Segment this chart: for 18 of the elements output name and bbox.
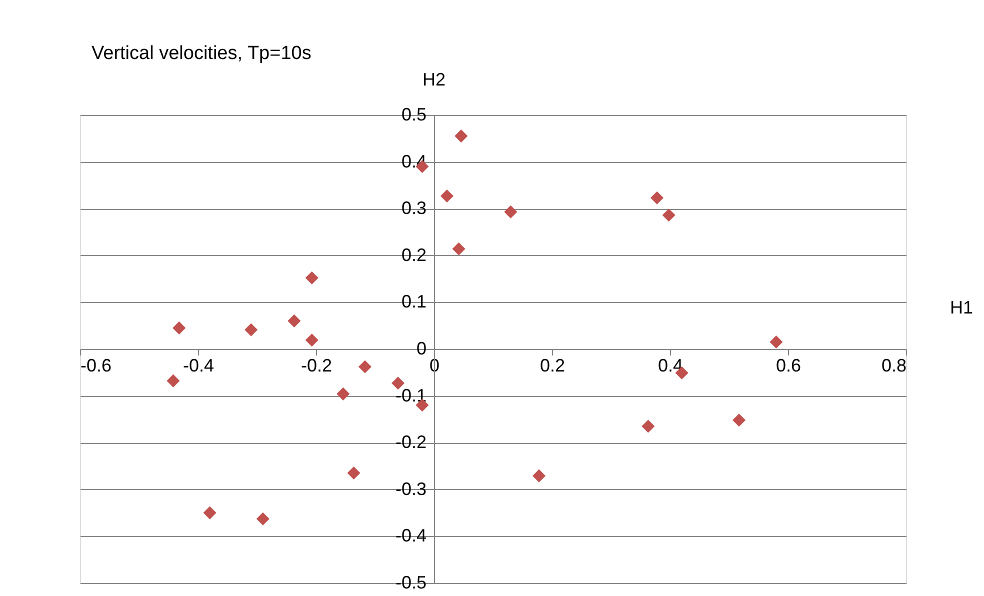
y-tick-label: -0.5	[395, 572, 426, 592]
y-tick-label: 0.2	[401, 244, 426, 265]
y-tick-label: 0.1	[401, 292, 426, 312]
y-axis-title: H2	[422, 70, 446, 90]
x-tick-label: 0.8	[881, 356, 906, 376]
y-tick-label: -0.3	[395, 478, 426, 499]
y-tick-label: 0	[416, 338, 426, 358]
x-tick-label: -0.4	[182, 356, 214, 376]
chart-title: Vertical velocities, Tp=10s	[92, 43, 312, 64]
y-tick-label: 0.5	[401, 104, 426, 124]
y-tick-label: -0.4	[395, 526, 426, 546]
y-tick-label: 0.3	[401, 198, 426, 218]
x-tick-label: 0.6	[776, 356, 802, 376]
x-tick-label: 0.2	[540, 356, 566, 376]
x-tick-label: -0.2	[300, 356, 332, 376]
x-axis-title: H1	[950, 298, 974, 318]
y-tick-label: -0.2	[395, 432, 426, 452]
x-tick-label: -0.6	[80, 356, 112, 376]
